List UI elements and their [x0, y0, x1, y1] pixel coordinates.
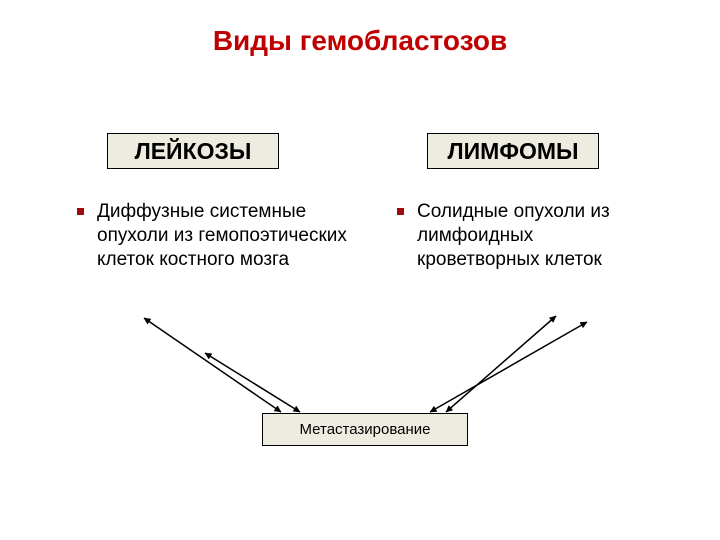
category-box-lymphoma: ЛИМФОМЫ: [427, 133, 599, 169]
category-label-leukemia: ЛЕЙКОЗЫ: [135, 138, 252, 164]
category-box-leukemia: ЛЕЙКОЗЫ: [107, 133, 279, 169]
bullet-text-leukemia: Диффузные системные опухоли из гемопоэти…: [97, 200, 347, 271]
bullet-text-lymphoma: Солидные опухоли из лимфоидных кроветвор…: [417, 200, 657, 271]
page-title: Виды гемобластозов: [0, 25, 720, 57]
category-label-lymphoma: ЛИМФОМЫ: [447, 138, 578, 164]
bullet-marker-icon: [77, 208, 84, 215]
center-box-metastasis: Метастазирование: [262, 413, 468, 446]
bullet-marker-icon: [397, 208, 404, 215]
bullet-leukemia: Диффузные системные опухоли из гемопоэти…: [77, 200, 347, 271]
bullet-lymphoma: Солидные опухоли из лимфоидных кроветвор…: [397, 200, 657, 271]
center-label: Метастазирование: [299, 421, 430, 438]
title-text: Виды гемобластозов: [213, 25, 507, 56]
